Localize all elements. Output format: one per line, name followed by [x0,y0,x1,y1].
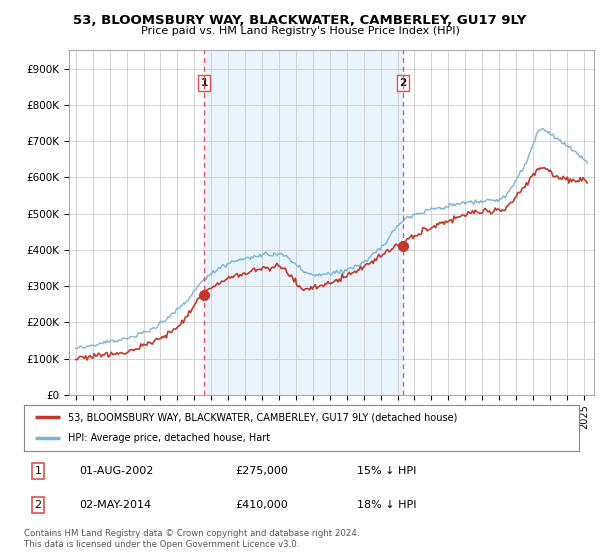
Text: 1: 1 [200,78,208,88]
Text: 1: 1 [34,466,41,476]
Text: Price paid vs. HM Land Registry's House Price Index (HPI): Price paid vs. HM Land Registry's House … [140,26,460,36]
Text: 01-AUG-2002: 01-AUG-2002 [79,466,154,476]
Bar [204,50,403,395]
Text: 2: 2 [34,500,41,510]
Text: £275,000: £275,000 [235,466,288,476]
Text: 02-MAY-2014: 02-MAY-2014 [79,500,152,510]
Text: £410,000: £410,000 [235,500,287,510]
Text: HPI: Average price, detached house, Hart: HPI: Average price, detached house, Hart [68,433,271,444]
Text: 2: 2 [400,78,407,88]
Text: 53, BLOOMSBURY WAY, BLACKWATER, CAMBERLEY, GU17 9LY: 53, BLOOMSBURY WAY, BLACKWATER, CAMBERLE… [73,14,527,27]
Text: 18% ↓ HPI: 18% ↓ HPI [357,500,416,510]
Text: Contains HM Land Registry data © Crown copyright and database right 2024.
This d: Contains HM Land Registry data © Crown c… [24,529,359,549]
Text: 15% ↓ HPI: 15% ↓ HPI [357,466,416,476]
Text: 53, BLOOMSBURY WAY, BLACKWATER, CAMBERLEY, GU17 9LY (detached house): 53, BLOOMSBURY WAY, BLACKWATER, CAMBERLE… [68,412,458,422]
